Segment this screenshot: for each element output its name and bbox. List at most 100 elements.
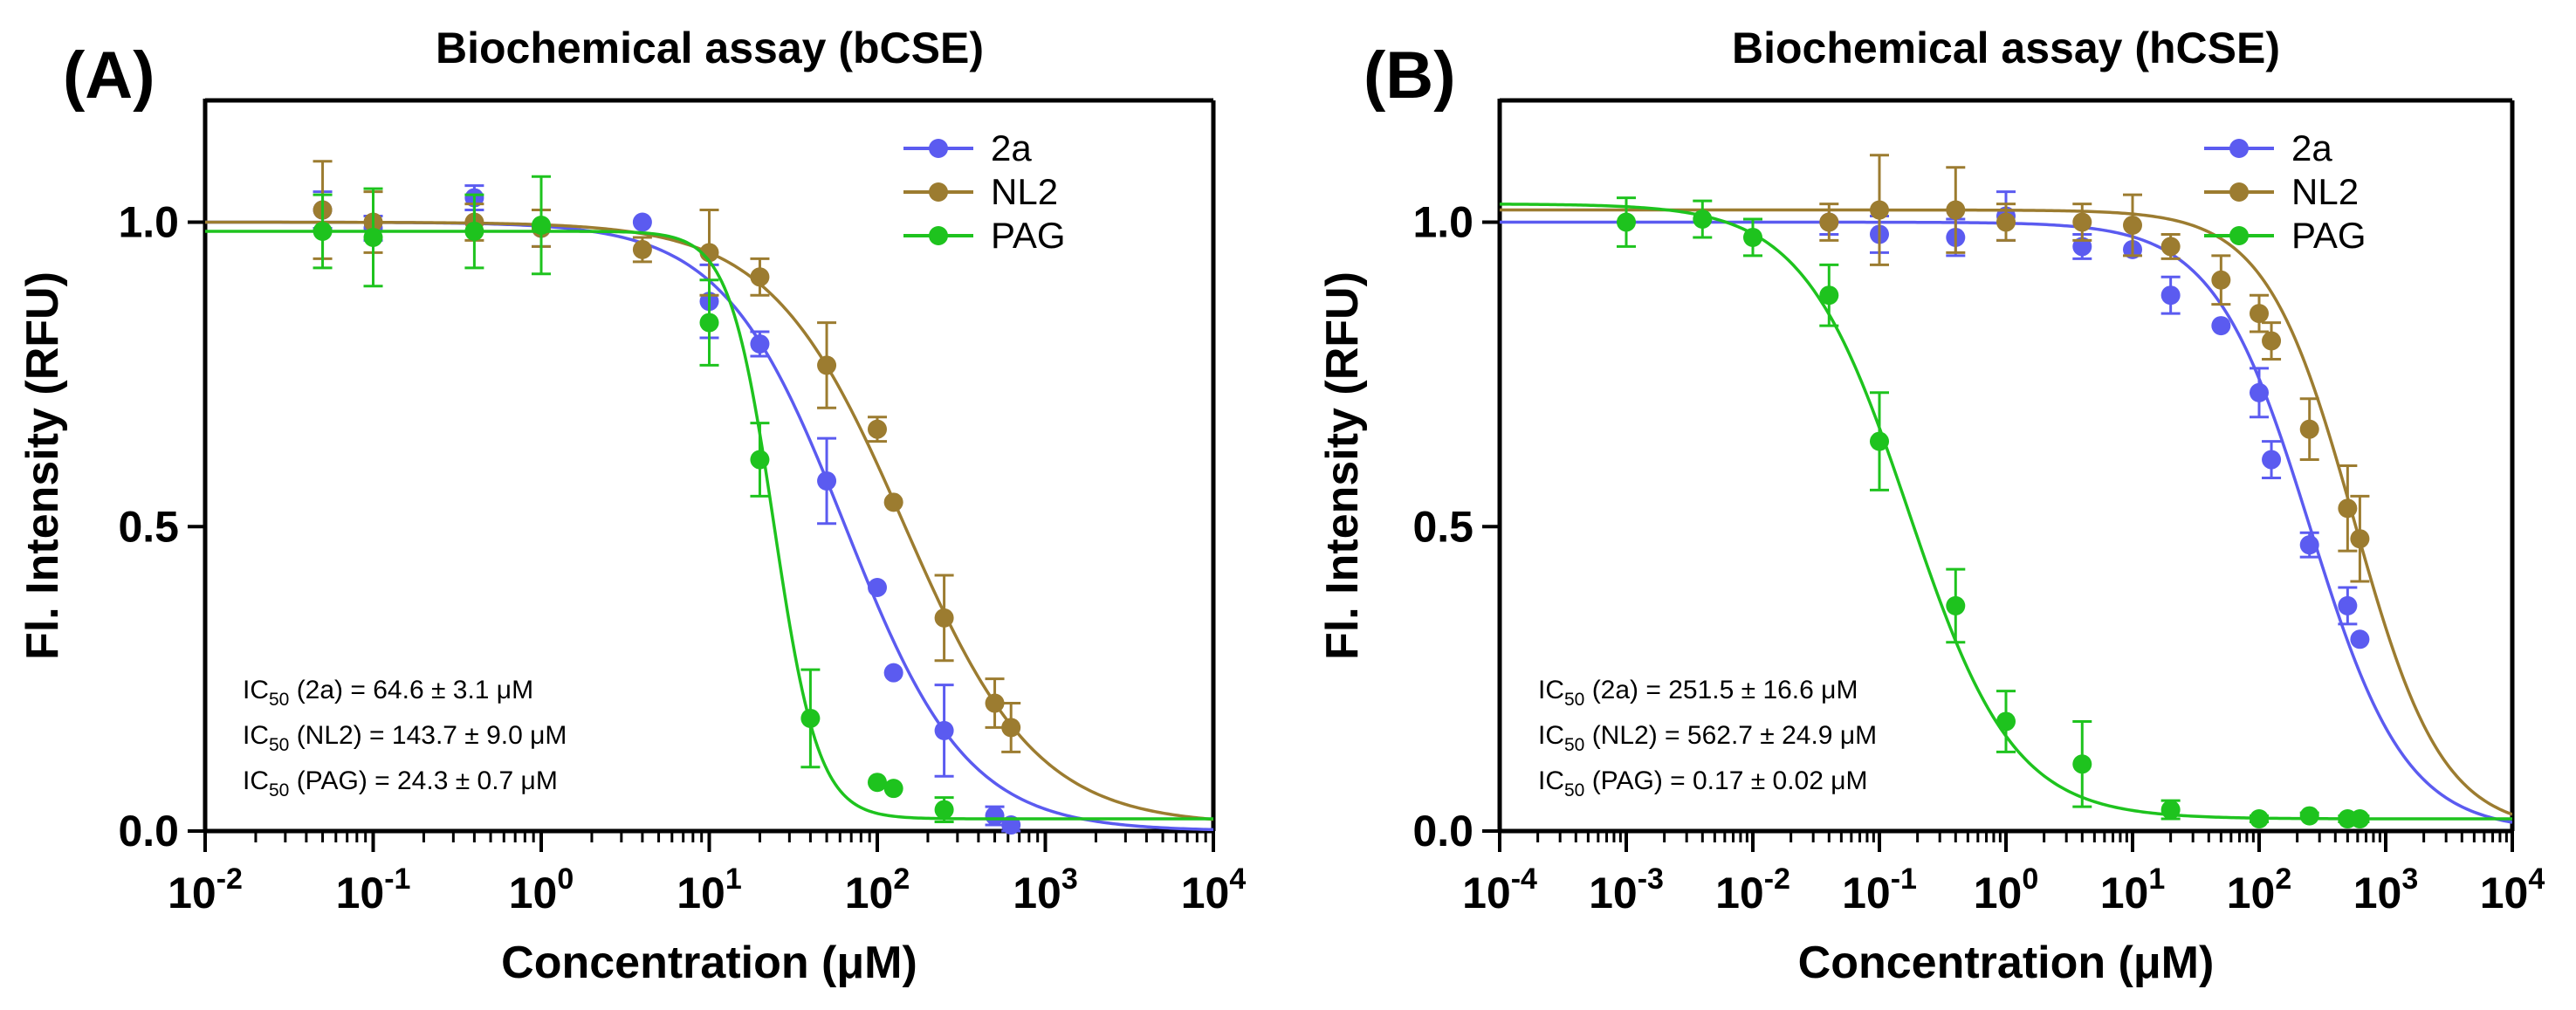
data-point — [1870, 200, 1889, 220]
series-nl2 — [1500, 154, 2512, 816]
data-point — [532, 215, 551, 235]
x-tick-label: 104 — [1181, 862, 1247, 917]
data-point — [2350, 809, 2370, 829]
x-tick-exponent: 0 — [557, 862, 574, 896]
x-tick-label: 10-1 — [1842, 862, 1917, 917]
data-point — [750, 334, 770, 354]
data-point — [1870, 431, 1889, 451]
ic50-subscript: 50 — [1564, 735, 1584, 755]
x-tick-base: 10 — [1715, 869, 1764, 917]
x-tick-label: 101 — [2100, 862, 2166, 917]
data-point — [2072, 212, 2092, 232]
legend-marker — [2229, 182, 2249, 202]
series-pag — [205, 175, 1213, 824]
x-tick-exponent: -3 — [1638, 862, 1664, 896]
x-tick-label: 104 — [2480, 862, 2545, 917]
legend-label: NL2 — [991, 171, 1058, 212]
x-tick-exponent: -2 — [216, 862, 243, 896]
data-point — [1819, 212, 1839, 232]
ic50-annotation: IC50 (NL2) = 562.7 ± 24.9 μM — [1538, 721, 1877, 755]
x-tick-base: 10 — [1842, 869, 1891, 917]
legend-label: PAG — [2291, 215, 2366, 256]
ic50-subscript: 50 — [1564, 690, 1584, 710]
data-point — [868, 419, 887, 439]
y-tick-label: 1.0 — [1412, 198, 1473, 247]
data-point — [2299, 806, 2319, 826]
chart-title: Biochemical assay (hCSE) — [1732, 24, 2280, 72]
ic50-subscript: 50 — [269, 780, 289, 800]
x-tick-exponent: 2 — [2275, 862, 2291, 896]
legend-label: PAG — [991, 215, 1066, 256]
x-tick-label: 100 — [509, 862, 574, 917]
x-tick-exponent: 2 — [893, 862, 910, 896]
data-point — [934, 608, 954, 628]
x-tick-label: 102 — [2227, 862, 2292, 917]
data-point — [985, 806, 1005, 826]
x-tick-base: 10 — [1181, 869, 1230, 917]
data-point — [1819, 285, 1839, 306]
x-tick-exponent: 1 — [2148, 862, 2165, 896]
x-tick-base: 10 — [336, 869, 385, 917]
ic50-value: (2a) = 64.6 ± 3.1 μM — [289, 676, 533, 704]
data-point — [2123, 215, 2142, 235]
data-point — [313, 221, 333, 241]
data-point — [750, 450, 770, 470]
data-point — [2160, 237, 2181, 257]
y-tick-label: 1.0 — [118, 198, 179, 247]
x-tick-exponent: -4 — [1511, 862, 1537, 896]
ic50-prefix: IC — [243, 676, 269, 704]
x-tick-base: 10 — [677, 869, 725, 917]
data-point — [817, 355, 837, 375]
data-point — [2211, 316, 2231, 336]
data-point — [934, 720, 954, 740]
ic50-value: (NL2) = 562.7 ± 24.9 μM — [1584, 721, 1877, 750]
x-tick-exponent: 4 — [2528, 862, 2545, 896]
data-point — [632, 239, 652, 259]
data-point — [2250, 382, 2269, 402]
data-point — [1946, 200, 1966, 220]
data-point — [2072, 754, 2092, 774]
x-tick-base: 10 — [2353, 869, 2402, 917]
series-pag — [1500, 196, 2512, 829]
data-point — [1693, 210, 1713, 230]
data-point — [2160, 285, 2181, 306]
data-point — [1996, 711, 2016, 732]
ic50-value: (PAG) = 24.3 ± 0.7 μM — [289, 766, 557, 795]
x-tick-label: 10-4 — [1462, 862, 1537, 917]
panel-a: (A) Biochemical assay (bCSE)0.00.51.010-2… — [17, 24, 1246, 988]
data-point — [2338, 595, 2358, 615]
x-tick-exponent: -1 — [1891, 862, 1917, 896]
legend-marker — [929, 139, 948, 158]
data-point — [750, 267, 770, 287]
data-point — [2262, 331, 2282, 351]
data-point — [464, 221, 484, 241]
data-point — [2299, 535, 2319, 555]
data-point — [2299, 419, 2319, 439]
ic50-value: (2a) = 251.5 ± 16.6 μM — [1584, 676, 1858, 704]
x-tick-exponent: -1 — [384, 862, 410, 896]
x-tick-label: 103 — [1013, 862, 1078, 917]
ic50-value: (PAG) = 0.17 ± 0.02 μM — [1584, 766, 1867, 795]
ic50-annotation: IC50 (2a) = 251.5 ± 16.6 μM — [1538, 676, 1858, 710]
y-tick-label: 0.0 — [1412, 807, 1473, 855]
ic50-prefix: IC — [243, 721, 269, 750]
ic50-prefix: IC — [1538, 676, 1564, 704]
data-point — [363, 227, 383, 247]
panel-label: (A) — [63, 38, 155, 113]
ic50-subscript: 50 — [269, 690, 289, 710]
x-tick-base: 10 — [2100, 869, 2149, 917]
x-tick-base: 10 — [845, 869, 894, 917]
data-point — [868, 578, 887, 597]
x-tick-base: 10 — [2480, 869, 2529, 917]
data-point — [934, 800, 954, 820]
x-tick-label: 100 — [1974, 862, 2039, 917]
x-tick-base: 10 — [509, 869, 558, 917]
x-tick-label: 10-2 — [168, 862, 243, 917]
ic50-annotation: IC50 (PAG) = 24.3 ± 0.7 μM — [243, 766, 558, 800]
x-tick-base: 10 — [1462, 869, 1511, 917]
y-axis-label: Fl. Intensity (RFU) — [17, 271, 68, 660]
data-point — [2262, 450, 2282, 470]
legend-marker — [929, 182, 948, 202]
